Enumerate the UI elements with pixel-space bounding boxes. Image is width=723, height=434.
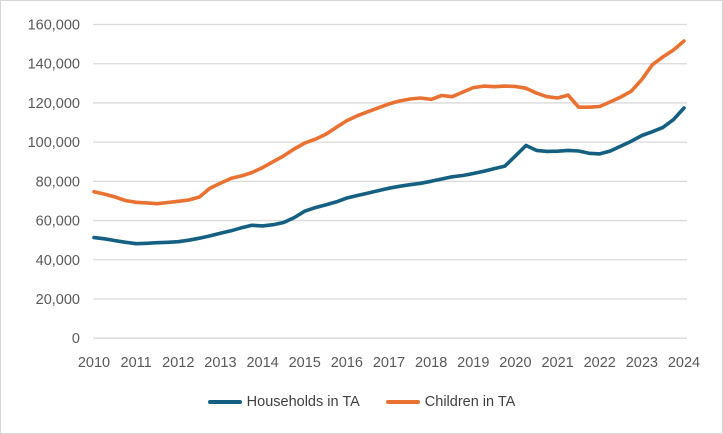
x-axis-tick-label: 2022 (584, 355, 616, 371)
x-axis-tick-label: 2023 (626, 355, 658, 371)
legend-item-children[interactable]: Children in TA (385, 394, 516, 410)
x-axis-tick-label: 2010 (78, 355, 110, 371)
y-axis-tick-label: 160,000 (28, 18, 80, 34)
x-axis-tick-label: 2017 (373, 355, 405, 371)
x-axis-tick-label: 2021 (541, 355, 573, 371)
x-axis-tick-label: 2019 (457, 355, 489, 371)
y-axis-tick-label: 40,000 (36, 253, 80, 269)
children-line-swatch (385, 399, 420, 405)
series-line-children-in-ta[interactable] (92, 39, 686, 206)
x-axis-tick-label: 2024 (668, 355, 700, 371)
x-axis-tick-label: 2011 (121, 355, 152, 371)
y-axis-tick-label: 60,000 (36, 214, 80, 230)
households-line-swatch (207, 399, 242, 405)
legend-item-households[interactable]: Households in TA (207, 394, 360, 410)
legend-label-households: Households in TA (246, 394, 360, 410)
y-axis-tick-label: 0 (72, 331, 80, 347)
x-axis-tick-label: 2013 (204, 355, 236, 371)
y-axis-tick-label: 100,000 (28, 135, 80, 151)
x-axis-tick-label: 2018 (415, 355, 447, 371)
series-line-households-in-ta[interactable] (92, 106, 686, 246)
x-axis-tick-label: 2020 (499, 355, 531, 371)
x-axis-tick-label: 2012 (162, 355, 194, 371)
y-axis-tick-label: 140,000 (28, 57, 80, 73)
x-axis-tick-label: 2015 (289, 355, 321, 371)
y-axis-tick-label: 80,000 (36, 174, 80, 190)
x-axis-tick-label: 2014 (246, 355, 278, 371)
y-axis-tick-label: 20,000 (36, 292, 80, 308)
legend-label-children: Children in TA (424, 394, 516, 410)
x-axis-tick-label: 2016 (331, 355, 363, 371)
y-axis-tick-label: 120,000 (28, 96, 80, 112)
chart-legend: Households in TA Children in TA (1, 394, 722, 410)
